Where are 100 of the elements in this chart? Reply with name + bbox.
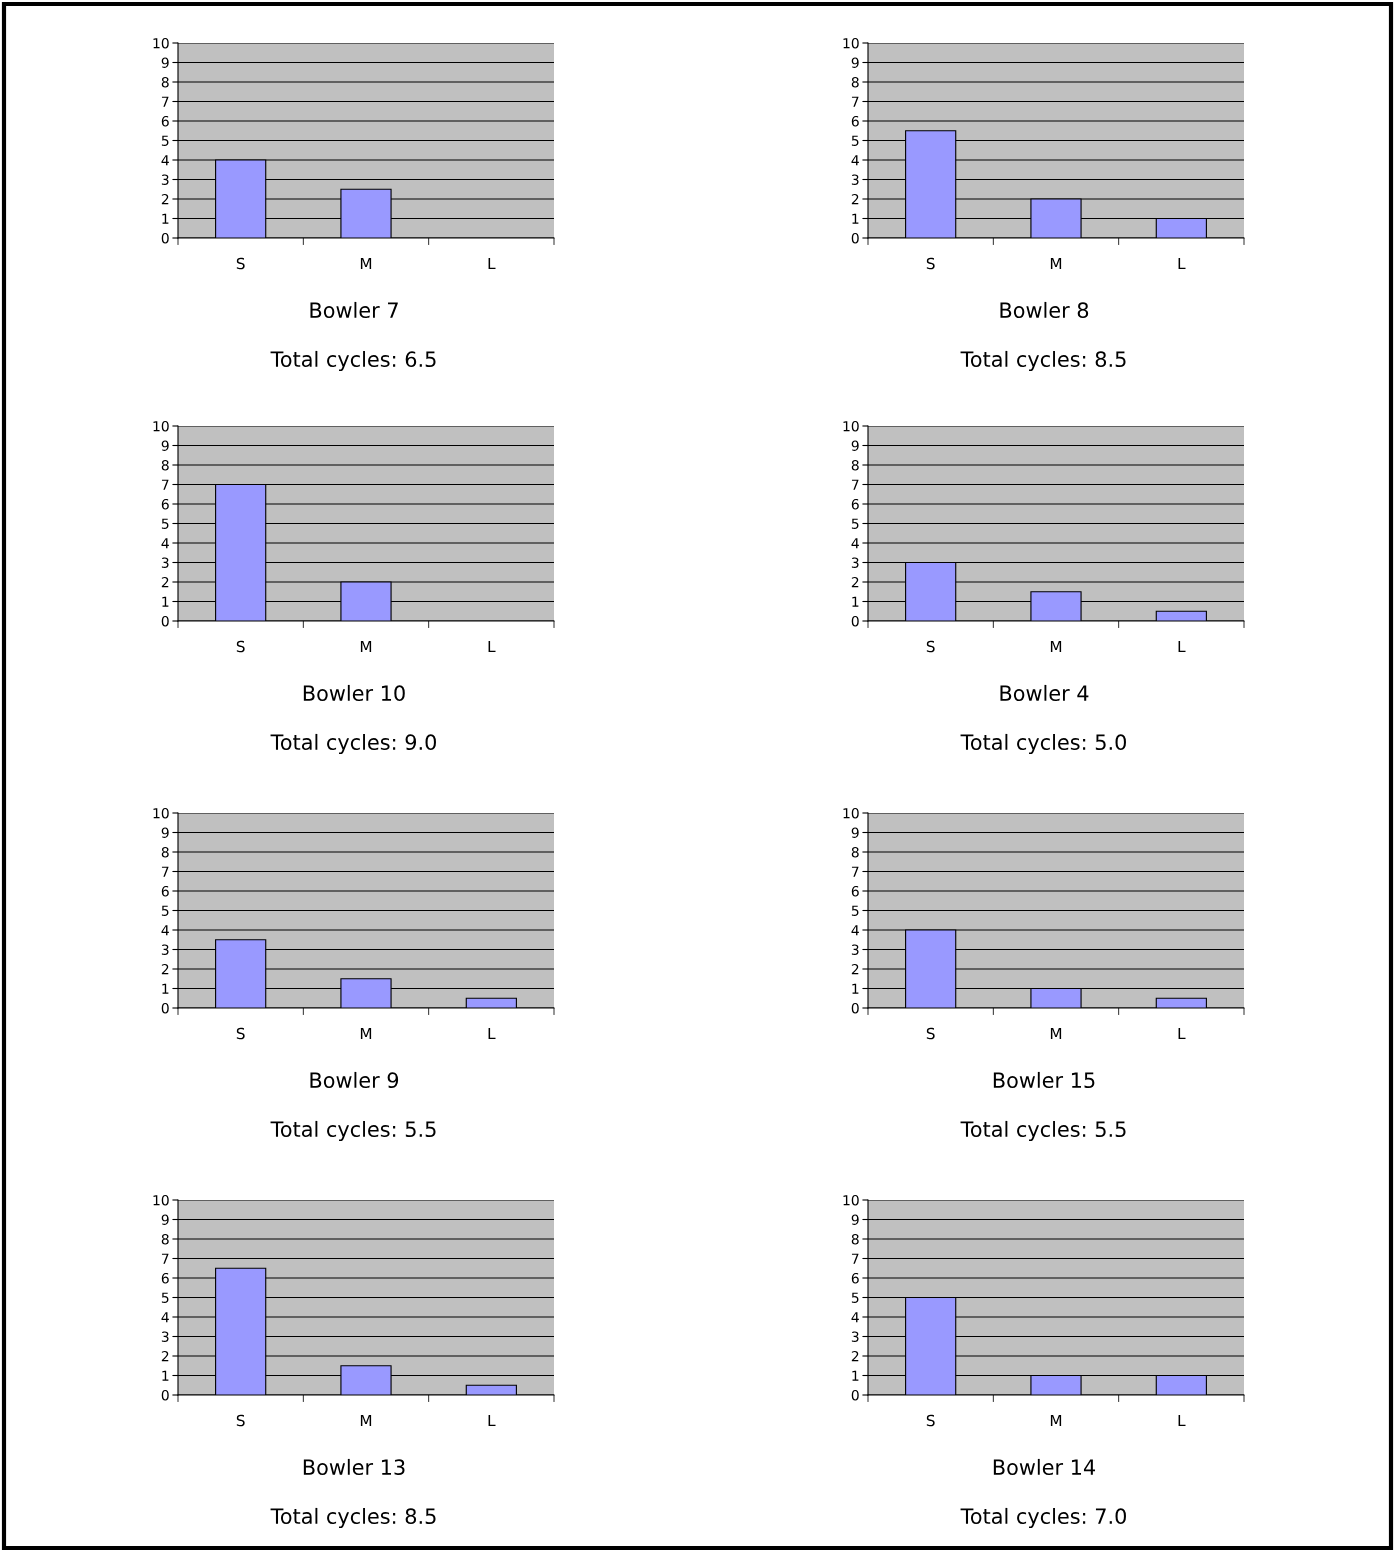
- x-tick-label: S: [236, 257, 245, 270]
- text: Bowler 14: [993, 1458, 1096, 1476]
- y-tick-label: 3: [851, 944, 859, 955]
- y-tick-label: 3: [851, 1331, 859, 1342]
- x-tick-label: S: [236, 1027, 245, 1040]
- y-tick-label: 7: [851, 96, 859, 107]
- x-tick-label: M: [1050, 1027, 1062, 1040]
- y-tick-label: 3: [161, 944, 169, 955]
- x-tick-label: L: [488, 257, 496, 270]
- x-tick-label: M: [1050, 1414, 1062, 1427]
- text: Bowler 10: [303, 684, 405, 702]
- y-tick-label: 1: [162, 596, 169, 607]
- y-tick-label: 6: [851, 498, 859, 510]
- y-tick-label: 0: [161, 232, 169, 244]
- y-tick-label: 0: [851, 1389, 859, 1401]
- text: Total cycles: 8.5: [270, 1507, 436, 1529]
- y-tick-label: 2: [161, 1350, 169, 1362]
- y-tick-label: 8: [161, 846, 169, 858]
- y-tick-label: 2: [161, 193, 169, 205]
- y-tick-label: 3: [851, 174, 859, 185]
- text: Total cycles: 9.0: [270, 733, 436, 755]
- y-tick-label: 1: [852, 213, 859, 224]
- y-tick-label: 2: [851, 576, 859, 588]
- x-tick-label: M: [360, 1027, 372, 1040]
- y-tick-label: 7: [161, 479, 169, 490]
- y-tick-label: 10: [153, 1194, 169, 1206]
- y-tick-label: 3: [161, 174, 169, 185]
- text: Bowler 13: [303, 1458, 405, 1476]
- y-tick-label: 6: [851, 885, 859, 897]
- y-tick-label: 6: [161, 115, 169, 127]
- y-tick-label: 6: [161, 498, 169, 510]
- text: Bowler 9: [310, 1071, 399, 1089]
- y-tick-label: 2: [161, 576, 169, 588]
- y-tick-label: 1: [162, 983, 169, 994]
- y-tick-label: 10: [843, 807, 859, 819]
- y-tick-label: 7: [851, 1253, 859, 1264]
- text: Bowler 4: [1000, 684, 1089, 702]
- y-tick-label: 1: [852, 1370, 859, 1381]
- y-tick-label: 4: [851, 925, 859, 936]
- y-tick-label: 7: [851, 866, 859, 877]
- y-tick-label: 0: [161, 1389, 169, 1401]
- text: Bowler 8: [1000, 301, 1089, 319]
- y-tick-label: 5: [851, 905, 859, 916]
- y-tick-label: 9: [851, 827, 859, 838]
- y-tick-label: 10: [843, 37, 859, 49]
- y-tick-label: 5: [161, 518, 169, 529]
- y-tick-label: 9: [851, 57, 859, 68]
- y-tick-label: 0: [851, 232, 859, 244]
- text: Bowler 7: [310, 301, 398, 319]
- y-tick-label: 10: [153, 37, 169, 49]
- y-tick-label: 5: [161, 905, 169, 916]
- y-tick-label: 9: [161, 57, 169, 68]
- y-tick-label: 0: [851, 1002, 859, 1014]
- x-tick-label: M: [360, 257, 372, 270]
- y-tick-label: 1: [162, 213, 169, 224]
- y-tick-label: 8: [161, 1233, 169, 1245]
- y-tick-label: 9: [851, 1214, 859, 1225]
- x-tick-label: M: [360, 640, 372, 653]
- y-tick-label: 6: [161, 885, 169, 897]
- x-tick-label: M: [1050, 257, 1062, 270]
- y-tick-label: 9: [161, 440, 169, 451]
- y-tick-label: 6: [851, 115, 859, 127]
- text: Total cycles: 6.5: [270, 350, 436, 372]
- y-tick-label: 1: [162, 1370, 169, 1381]
- y-tick-label: 9: [161, 1214, 169, 1225]
- x-tick-label: S: [926, 640, 935, 653]
- y-tick-label: 4: [161, 155, 169, 166]
- y-tick-label: 0: [161, 615, 169, 627]
- y-tick-label: 7: [161, 1253, 169, 1264]
- y-tick-label: 3: [161, 1331, 169, 1342]
- y-tick-label: 7: [161, 866, 169, 877]
- y-tick-label: 0: [851, 615, 859, 627]
- x-tick-label: S: [236, 1414, 245, 1427]
- x-tick-label: L: [488, 1027, 496, 1040]
- y-tick-label: 2: [851, 1350, 859, 1362]
- text: Total cycles: 8.5: [960, 350, 1126, 372]
- y-tick-label: 8: [851, 459, 859, 471]
- y-tick-label: 3: [161, 557, 169, 568]
- text: Total cycles: 5.5: [270, 1120, 436, 1142]
- y-tick-label: 4: [161, 925, 169, 936]
- y-tick-label: 5: [161, 1292, 169, 1303]
- y-tick-label: 4: [851, 538, 859, 549]
- y-tick-label: 8: [851, 1233, 859, 1245]
- text: Total cycles: 5.5: [960, 1120, 1126, 1142]
- y-tick-label: 2: [851, 193, 859, 205]
- y-tick-label: 9: [851, 440, 859, 451]
- x-tick-label: M: [360, 1414, 372, 1427]
- text: Total cycles: 5.0: [960, 733, 1126, 755]
- y-tick-label: 4: [851, 1312, 859, 1323]
- x-tick-label: S: [926, 1414, 935, 1427]
- text: Bowler 15: [993, 1071, 1095, 1089]
- y-tick-label: 8: [161, 76, 169, 88]
- y-tick-label: 6: [161, 1272, 169, 1284]
- y-tick-label: 5: [851, 518, 859, 529]
- y-tick-label: 3: [851, 557, 859, 568]
- y-tick-label: 4: [161, 1312, 169, 1323]
- y-tick-label: 6: [851, 1272, 859, 1284]
- y-tick-label: 10: [153, 807, 169, 819]
- y-tick-label: 0: [161, 1002, 169, 1014]
- x-tick-label: S: [926, 257, 935, 270]
